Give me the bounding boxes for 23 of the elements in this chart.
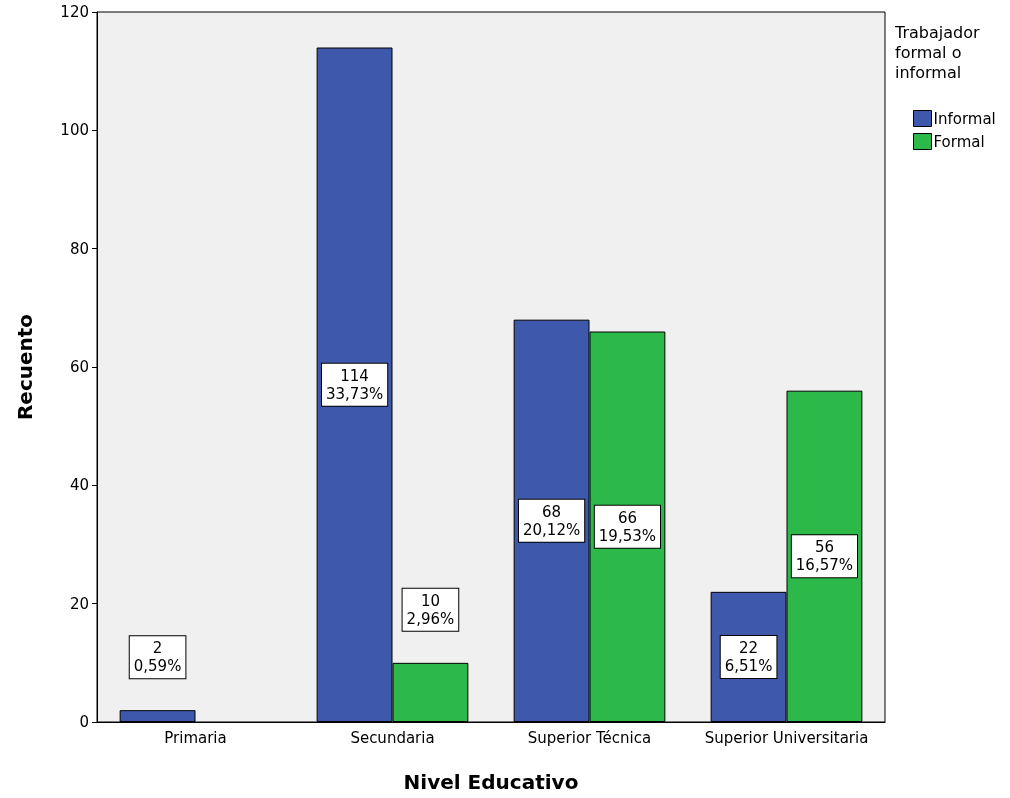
y-tick-label: 120 bbox=[60, 3, 89, 21]
x-tick-label: Secundaria bbox=[350, 728, 435, 747]
data-label: 10 2,96% bbox=[406, 591, 455, 628]
legend-label: Formal bbox=[933, 132, 985, 151]
data-label: 2 0,59% bbox=[133, 639, 182, 676]
data-label: 22 6,51% bbox=[724, 638, 773, 675]
legend-label: Informal bbox=[933, 109, 996, 128]
y-tick-label: 80 bbox=[69, 239, 89, 258]
y-tick-label: 100 bbox=[60, 121, 89, 140]
data-label: 66 19,53% bbox=[598, 508, 657, 545]
data-label: 114 33,73% bbox=[325, 366, 384, 403]
x-tick-label: Superior Técnica bbox=[527, 728, 652, 747]
x-axis-title: Nivel Educativo bbox=[403, 770, 579, 794]
y-tick-label: 40 bbox=[69, 476, 89, 495]
y-tick-label: 20 bbox=[69, 594, 89, 613]
legend-title: Trabajador formal o informal bbox=[894, 22, 980, 82]
y-axis-title: Recuento bbox=[13, 313, 37, 421]
data-label: 68 20,12% bbox=[522, 502, 581, 539]
y-tick-label: 0 bbox=[79, 713, 89, 731]
x-tick-label: Primaria bbox=[164, 728, 227, 747]
data-label: 56 16,57% bbox=[795, 538, 854, 575]
x-tick-label: Superior Universitaria bbox=[704, 728, 869, 747]
y-tick-label: 60 bbox=[69, 358, 89, 376]
